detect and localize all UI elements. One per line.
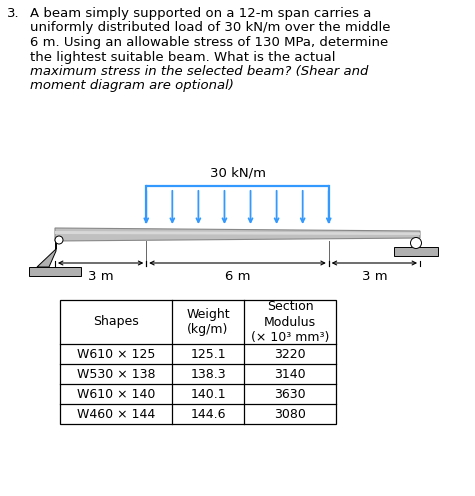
- Text: the lightest suitable beam. What is the actual: the lightest suitable beam. What is the …: [30, 51, 335, 63]
- Text: Weight
(kg/m): Weight (kg/m): [186, 308, 230, 336]
- Text: 140.1: 140.1: [190, 387, 226, 400]
- Circle shape: [410, 238, 421, 248]
- Polygon shape: [55, 231, 420, 235]
- Circle shape: [55, 236, 63, 244]
- Polygon shape: [55, 228, 420, 241]
- Text: 3140: 3140: [274, 368, 306, 380]
- Text: uniformly distributed load of 30 kN/m over the middle: uniformly distributed load of 30 kN/m ov…: [30, 21, 390, 35]
- Text: W610 × 125: W610 × 125: [77, 348, 155, 361]
- Polygon shape: [37, 241, 56, 267]
- Text: W530 × 138: W530 × 138: [77, 368, 155, 380]
- Text: 3 m: 3 m: [361, 270, 387, 283]
- Text: 30 kN/m: 30 kN/m: [209, 167, 266, 180]
- Text: W610 × 140: W610 × 140: [77, 387, 155, 400]
- Bar: [29, 267, 81, 276]
- Text: maximum stress in the selected beam? (Shear and: maximum stress in the selected beam? (Sh…: [30, 65, 369, 78]
- Text: 3220: 3220: [274, 348, 306, 361]
- Text: Shapes: Shapes: [93, 315, 139, 328]
- Text: 3080: 3080: [274, 408, 306, 421]
- Text: W460 × 144: W460 × 144: [77, 408, 155, 421]
- Text: 138.3: 138.3: [190, 368, 226, 380]
- Text: 3 m: 3 m: [88, 270, 114, 283]
- Text: 144.6: 144.6: [190, 408, 226, 421]
- Text: moment diagram are optional): moment diagram are optional): [30, 79, 234, 92]
- Text: 3.: 3.: [7, 7, 19, 20]
- Text: 125.1: 125.1: [190, 348, 226, 361]
- Text: 6 m. Using an allowable stress of 130 MPa, determine: 6 m. Using an allowable stress of 130 MP…: [30, 36, 388, 49]
- Text: 3630: 3630: [274, 387, 306, 400]
- Text: Section
Modulus
(× 10³ mm³): Section Modulus (× 10³ mm³): [251, 301, 329, 344]
- Text: 6 m: 6 m: [225, 270, 250, 283]
- Bar: [394, 247, 438, 256]
- Bar: [60, 300, 336, 424]
- Text: A beam simply supported on a 12-m span carries a: A beam simply supported on a 12-m span c…: [30, 7, 371, 20]
